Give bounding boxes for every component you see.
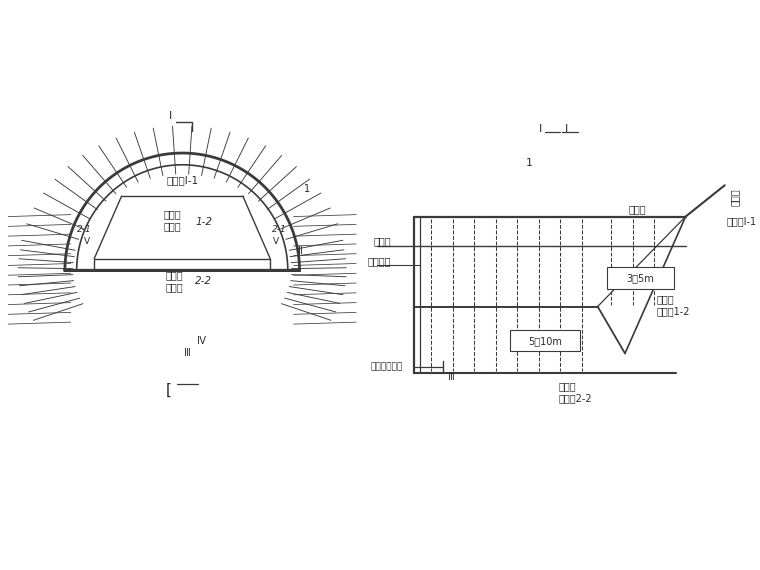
Text: [: [ (166, 383, 172, 398)
Text: 1: 1 (526, 158, 533, 168)
Text: 上台阶: 上台阶 (629, 203, 647, 214)
Text: 上台阶Ⅰ-1: 上台阶Ⅰ-1 (166, 176, 198, 185)
Text: 伸缩初期支护: 伸缩初期支护 (370, 363, 403, 372)
Text: I: I (565, 124, 568, 133)
Text: 3～5m: 3～5m (627, 273, 654, 283)
Text: 上台阶: 上台阶 (163, 210, 181, 219)
Text: Ⅲ: Ⅲ (184, 348, 191, 359)
Text: Ⅱ: Ⅱ (298, 246, 303, 256)
Text: 2-2: 2-2 (195, 276, 212, 286)
Text: 2-1: 2-1 (77, 225, 92, 234)
Text: I: I (169, 111, 172, 121)
Text: 1-2: 1-2 (195, 217, 212, 227)
Text: 核心土: 核心土 (166, 282, 183, 292)
Text: 2-1: 2-1 (271, 225, 287, 234)
Text: 钉拱架: 钉拱架 (374, 236, 391, 246)
Bar (607, 267, 674, 289)
Text: V: V (273, 237, 279, 246)
Bar (510, 330, 580, 352)
Text: 下台阶: 下台阶 (166, 270, 183, 280)
Text: 核心土2-2: 核心土2-2 (559, 393, 592, 404)
Text: 推子面: 推子面 (730, 188, 739, 206)
Text: 核心土: 核心土 (163, 221, 181, 231)
Text: 5～10m: 5～10m (528, 336, 562, 346)
Text: Ⅳ: Ⅳ (198, 336, 206, 346)
Text: 下台阶: 下台阶 (559, 382, 576, 392)
Text: 核心土1-2: 核心土1-2 (657, 307, 690, 316)
Text: I: I (540, 124, 543, 133)
Text: 上台阶: 上台阶 (657, 294, 674, 304)
Text: 初期支护: 初期支护 (368, 256, 391, 267)
Text: V: V (84, 237, 90, 246)
Text: Ⅲ: Ⅲ (448, 372, 454, 382)
Text: 上台阶Ⅰ-1: 上台阶Ⅰ-1 (727, 217, 757, 226)
Text: 1: 1 (304, 184, 310, 194)
